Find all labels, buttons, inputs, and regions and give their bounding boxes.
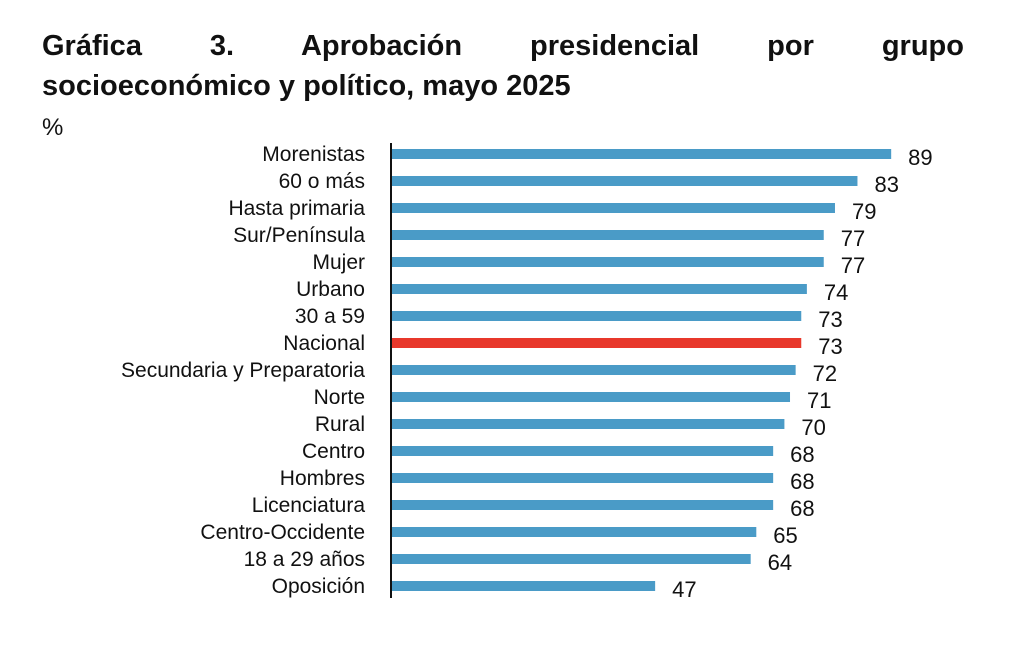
value-label: 74 xyxy=(824,280,848,305)
category-label: Norte xyxy=(314,386,365,409)
category-label: Rural xyxy=(315,413,365,436)
value-label: 89 xyxy=(908,145,932,170)
value-label: 70 xyxy=(801,415,825,440)
bar-nacional xyxy=(391,338,802,348)
bar-norte xyxy=(391,392,791,402)
unit-label: % xyxy=(42,114,64,141)
category-label: Hasta primaria xyxy=(228,197,365,220)
category-label: Hombres xyxy=(280,467,365,490)
value-label: 64 xyxy=(768,550,792,575)
value-label: 65 xyxy=(773,523,797,548)
category-label: Centro-Occidente xyxy=(200,521,365,544)
category-label: Secundaria y Preparatoria xyxy=(121,359,365,382)
bar-licenciatura xyxy=(391,500,774,510)
value-label: 68 xyxy=(790,469,814,494)
bar-oposición xyxy=(391,581,656,591)
category-label: Sur/Península xyxy=(233,224,365,247)
bar-30-a-59 xyxy=(391,311,802,321)
bar-mujer xyxy=(391,257,824,267)
chart-title-line-2: socioeconómico y político, mayo 2025 xyxy=(42,70,571,102)
bar-centro xyxy=(391,446,774,456)
value-label: 71 xyxy=(807,388,831,413)
category-label: 18 a 29 años xyxy=(244,548,365,571)
bar-secundaria-y-preparatoria xyxy=(391,365,796,375)
bar-sur-península xyxy=(391,230,824,240)
bar-morenistas xyxy=(391,149,892,159)
category-label: Morenistas xyxy=(262,143,365,166)
bar-centro-occidente xyxy=(391,527,757,537)
value-label: 72 xyxy=(813,361,837,386)
bar-hombres xyxy=(391,473,774,483)
value-label: 79 xyxy=(852,199,876,224)
value-label: 68 xyxy=(790,496,814,521)
value-label: 77 xyxy=(841,226,865,251)
value-label: 77 xyxy=(841,253,865,278)
category-label: Nacional xyxy=(283,332,365,355)
category-label: Licenciatura xyxy=(252,494,366,517)
bar-hasta-primaria xyxy=(391,203,835,213)
category-label: Oposición xyxy=(272,575,365,598)
value-label: 68 xyxy=(790,442,814,467)
category-label: 30 a 59 xyxy=(295,305,365,328)
chart-title-line-1: Gráfica 3. Aprobación presidencial por g… xyxy=(42,30,964,62)
value-label: 73 xyxy=(818,307,842,332)
value-label: 47 xyxy=(672,577,696,602)
bar-rural xyxy=(391,419,785,429)
category-label: Mujer xyxy=(312,251,365,274)
value-label: 83 xyxy=(874,172,898,197)
chart-title: Gráfica 3. Aprobación presidencial por g… xyxy=(42,26,964,106)
value-label: 73 xyxy=(818,334,842,359)
bar-60-o-más xyxy=(391,176,858,186)
bar-urbano xyxy=(391,284,807,294)
category-label: Centro xyxy=(302,440,365,463)
category-label: 60 o más xyxy=(279,170,365,193)
bar-18-a-29-años xyxy=(391,554,751,564)
category-label: Urbano xyxy=(296,278,365,301)
